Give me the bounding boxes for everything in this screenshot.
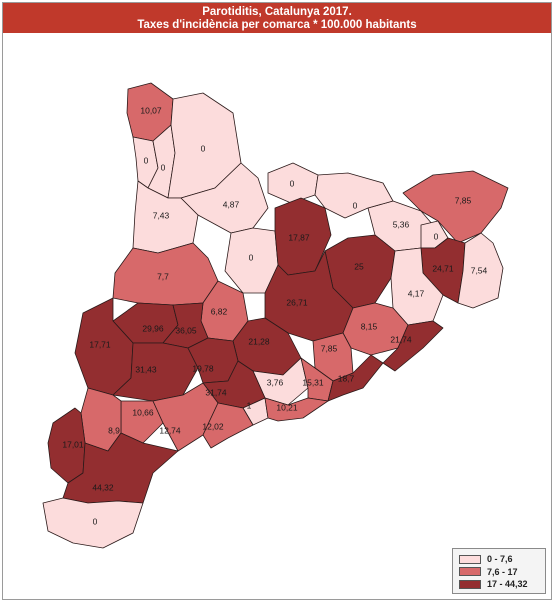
label-r36: 10,66: [132, 407, 154, 417]
label-r35: 10,21: [276, 402, 298, 412]
label-r30: 3,76: [267, 377, 284, 387]
comarca-r6: [180, 162, 269, 234]
label-r3: 0: [161, 162, 166, 172]
label-r29: 19,78: [192, 363, 214, 373]
legend-swatch-high: [459, 579, 481, 589]
label-r17: 7,7: [157, 271, 169, 281]
label-r26: 21,74: [390, 334, 412, 344]
label-r18: 4,17: [408, 288, 425, 298]
label-r9: 7,85: [455, 195, 472, 205]
comarca-r26: [382, 320, 444, 372]
map-frame: Parotiditis, Catalunya 2017. Taxes d'inc…: [2, 2, 552, 600]
comarca-r16: [457, 232, 504, 309]
label-r8: 0: [249, 252, 254, 262]
label-r32: 18,7: [338, 373, 355, 383]
label-r11: 0: [434, 231, 439, 241]
map-title: Parotiditis, Catalunya 2017. Taxes d'inc…: [3, 3, 551, 33]
legend-label-mid: 7,6 - 17: [487, 566, 518, 577]
label-r6: 4,87: [223, 199, 240, 209]
comarca-r39: [202, 402, 254, 449]
label-r28: 31,43: [135, 364, 157, 374]
label-r38: 12,74: [159, 425, 181, 435]
label-r22: 29,96: [142, 323, 164, 333]
label-r31: 15,31: [302, 377, 324, 387]
label-r7: 0: [290, 178, 295, 188]
comarca-r35: [264, 397, 329, 422]
legend-swatch-mid: [459, 567, 481, 577]
legend-swatch-low: [459, 554, 481, 564]
legend-label-low: 0 - 7,6: [487, 554, 513, 565]
label-r27: 7,85: [321, 343, 338, 353]
label-r16: 7,54: [471, 265, 488, 275]
label-r37: 8,9: [108, 425, 120, 435]
label-r12: 17,87: [288, 232, 310, 242]
label-r23: 36,05: [175, 325, 197, 335]
comarca-r9: [402, 170, 509, 244]
comarca-r32: [327, 354, 384, 402]
label-r33: 31,74: [205, 387, 227, 397]
comarca-r13: [314, 172, 394, 219]
label-r10: 5,36: [393, 219, 410, 229]
legend-row-high: 17 - 44,32: [459, 578, 545, 591]
title-line-1: Parotiditis, Catalunya 2017.: [202, 6, 352, 18]
label-r15: 24,71: [432, 263, 454, 273]
legend-label-high: 17 - 44,32: [487, 579, 528, 590]
label-r1: 10,07: [140, 105, 162, 115]
label-r42: 0: [93, 516, 98, 526]
label-r5: 7,43: [153, 210, 170, 220]
label-r24: 17,71: [89, 339, 111, 349]
label-r2: 0: [144, 155, 149, 165]
label-r20: 6,82: [211, 306, 228, 316]
comarca-r42: [42, 497, 144, 549]
label-r13: 0: [353, 200, 358, 210]
label-r21: 8,15: [361, 321, 378, 331]
label-r4: 0: [201, 143, 206, 153]
label-r34: 1: [247, 400, 252, 410]
label-r39: 12,02: [202, 421, 224, 431]
label-r41: 44,32: [92, 482, 114, 492]
legend-row-low: 0 - 7,6: [459, 553, 545, 566]
catalunya-map: 10,07 0 0 0 7,43 4,87 0 0 7,85 5,36 0 17…: [42, 82, 509, 549]
label-r25: 21,28: [248, 336, 270, 346]
legend-row-mid: 7,6 - 17: [459, 566, 545, 579]
title-line-2: Taxes d'incidència per comarca * 100.000…: [137, 19, 417, 31]
label-r19: 26,71: [286, 297, 308, 307]
label-r40: 17,01: [62, 439, 84, 449]
map-legend: 0 - 7,6 7,6 - 17 17 - 44,32: [452, 548, 546, 594]
label-r14: 25: [354, 261, 364, 271]
